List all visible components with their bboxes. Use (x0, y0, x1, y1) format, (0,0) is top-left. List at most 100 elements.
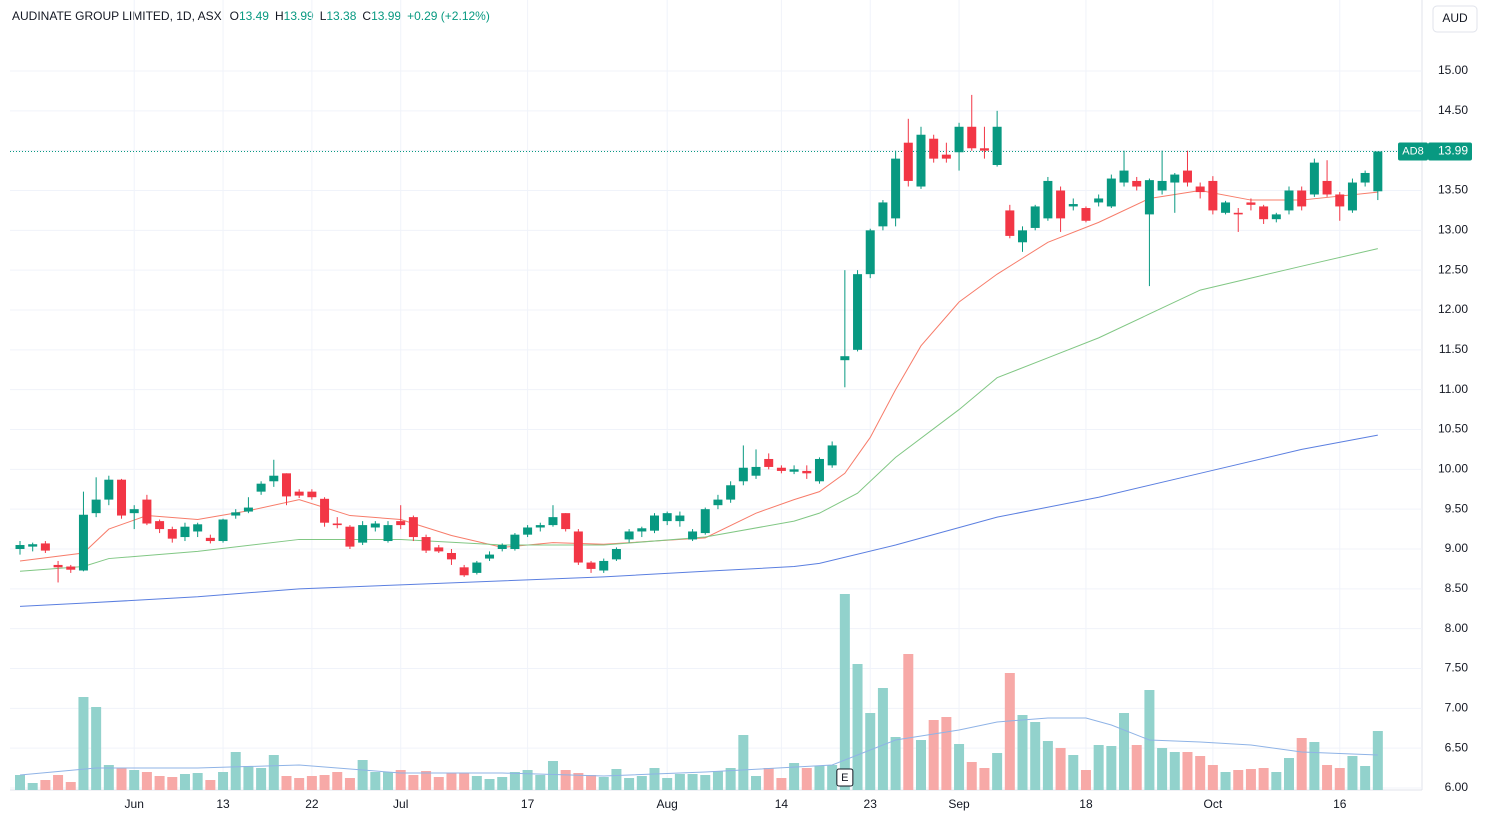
candle-body (485, 554, 495, 559)
candle-body (827, 445, 837, 466)
volume-bar (192, 773, 203, 790)
candle-body (840, 356, 850, 361)
candle-body (624, 531, 634, 540)
volume-bar (27, 783, 38, 790)
x-tick-label: 14 (775, 797, 789, 811)
volume-bar (370, 772, 381, 790)
volume-bar (763, 768, 774, 790)
candle-body (446, 552, 456, 560)
candle-body (408, 517, 418, 538)
candle-body (53, 564, 63, 568)
volume-bar (624, 778, 635, 790)
volume-bar (230, 752, 241, 790)
volume-bar (154, 776, 165, 790)
symbol-badge (1398, 142, 1428, 161)
volume-bar (535, 775, 546, 790)
price-badge (1428, 142, 1472, 161)
candle-body (637, 528, 647, 532)
candle-body (1068, 204, 1078, 207)
legend-label: H (275, 9, 284, 23)
candle-body (1221, 202, 1231, 213)
y-tick-label: 15.00 (1438, 63, 1468, 77)
candle-body (523, 527, 533, 535)
candle-body (1018, 230, 1028, 243)
x-tick-label: Jul (393, 797, 408, 811)
candle-body (320, 498, 330, 523)
volume-bar (306, 776, 317, 790)
candle-body (1030, 206, 1040, 228)
volume-bar (827, 765, 838, 790)
volume-bar (573, 773, 584, 790)
candle-body (117, 479, 127, 516)
candle-body (180, 526, 190, 538)
candle-body (205, 537, 215, 542)
volume-bar (1322, 765, 1333, 790)
volume-bar (1347, 756, 1358, 790)
volume-bar (865, 713, 876, 790)
candle-body (979, 148, 989, 151)
volume-bar (1042, 741, 1053, 790)
candle-body (941, 154, 951, 159)
volume-bar (1169, 752, 1180, 790)
candle-body (561, 513, 571, 530)
x-tick-label: 13 (216, 797, 230, 811)
legend-change: +0.29 (+2.12%) (407, 9, 490, 23)
candle-body (167, 529, 177, 539)
volume-bar (1360, 766, 1371, 790)
candle-body (281, 473, 291, 497)
volume-bar (167, 777, 178, 790)
candle-body (269, 475, 279, 482)
volume-bar (928, 720, 939, 790)
candle-body (396, 521, 406, 526)
volume-ma-line (19, 717, 1378, 777)
candle-body (853, 274, 863, 350)
x-tick-label: 18 (1079, 797, 1093, 811)
candle-body (332, 523, 342, 526)
candle-body (700, 509, 710, 534)
candle-body (764, 458, 774, 467)
volume-bar (611, 769, 622, 790)
volume-bar (459, 773, 470, 790)
candle-body (1297, 190, 1307, 207)
volume-bar (1068, 755, 1079, 790)
legend-label: C (362, 9, 371, 23)
volume-bar (725, 768, 736, 790)
candle-body (1056, 190, 1066, 219)
currency-label[interactable]: AUD (1442, 11, 1468, 25)
candle-body (243, 507, 253, 512)
volume-bar (471, 776, 482, 790)
volume-bar (256, 768, 267, 790)
volume-bar (1030, 722, 1041, 790)
volume-bar (1195, 756, 1206, 790)
candle-body (1284, 190, 1294, 211)
candle-body (1144, 180, 1154, 215)
volume-bar (751, 776, 762, 790)
event-label: E (841, 772, 848, 784)
volume-bar (1284, 758, 1294, 790)
volume-bar (649, 768, 660, 790)
ma-line (19, 434, 1378, 607)
volume-bar (687, 774, 698, 790)
candle-body (104, 479, 114, 500)
volume-bar (1271, 772, 1282, 790)
candle-body (1081, 208, 1091, 221)
candle-body (510, 534, 520, 549)
y-tick-label: 13.00 (1438, 223, 1468, 237)
volume-bar (497, 777, 508, 790)
candle-body (675, 515, 685, 522)
currency-button[interactable] (1432, 5, 1478, 33)
candle-body (1360, 172, 1370, 183)
volume-bar (421, 771, 432, 790)
candle-body (586, 562, 596, 569)
candle-body (1347, 182, 1357, 211)
volume-bar (408, 775, 419, 790)
candle-body (751, 466, 761, 476)
x-tick-label: 17 (521, 797, 535, 811)
candle-body (789, 469, 799, 472)
volume-bar (129, 770, 140, 790)
candle-body (15, 545, 25, 549)
volume-bar (954, 744, 965, 790)
volume-bar (1119, 713, 1130, 790)
y-tick-label: 11.50 (1439, 342, 1468, 356)
